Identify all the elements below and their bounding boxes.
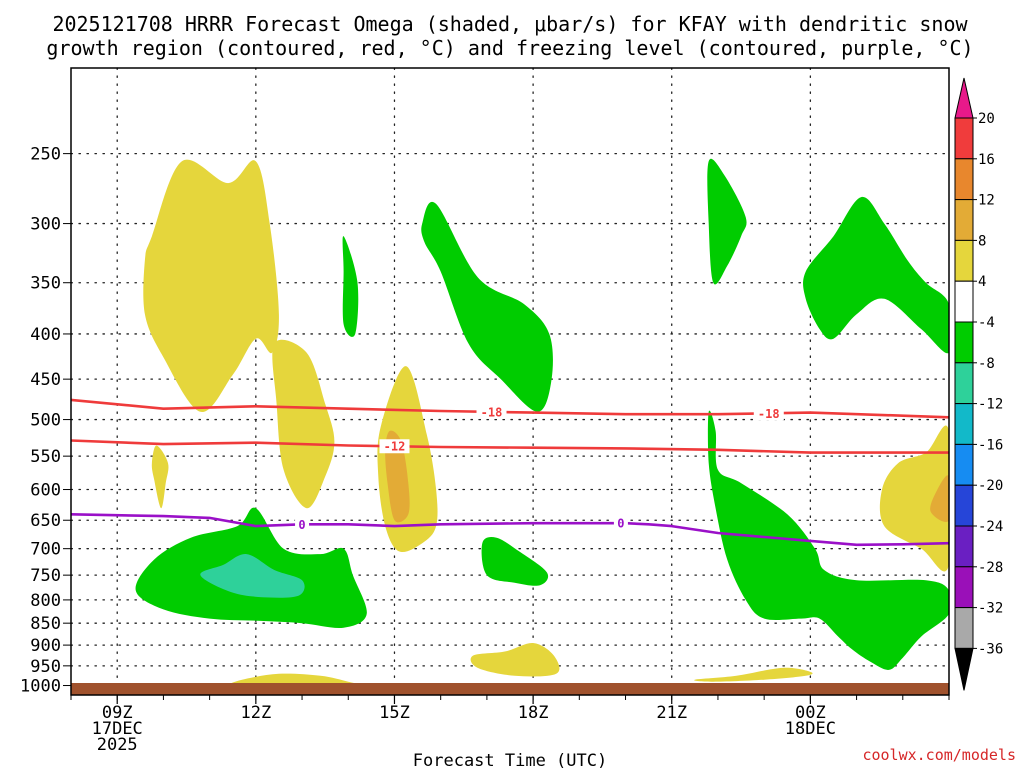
omega-region-rising-near-sfc-2330 <box>694 667 813 682</box>
temperature-contour-layer: -18 -18 -12 0 0 <box>71 398 949 694</box>
colorbar-label--20: -20 <box>978 478 1003 494</box>
contour-label-bg-freezing-level-0c-0 <box>295 517 310 532</box>
omega-region-sinking-mid-low-east <box>707 410 949 670</box>
y-tick-label-600: 600 <box>30 481 61 501</box>
omega-region-sinking-low-west-inner <box>200 554 305 598</box>
colorbar-label-20: 20 <box>978 111 995 127</box>
y-tick-label-450: 450 <box>30 370 61 390</box>
y-tick-label-850: 850 <box>30 614 61 634</box>
colorbar-bin-4-to-8 <box>954 239 974 282</box>
colorbar-label--24: -24 <box>978 519 1003 535</box>
contour-label-bg-isotherm-minus-12-0 <box>379 439 410 454</box>
omega-region-sinking-mid-1730 <box>481 536 549 586</box>
omega-region-sinking-upper-14z <box>342 236 359 337</box>
chart-title-line-2: growth region (contoured, red, °C) and f… <box>46 36 973 60</box>
contour-label-freezing-level-0c-0: 0 <box>298 518 305 532</box>
colorbar-label--8: -8 <box>978 356 995 372</box>
colorbar-label-8: 8 <box>978 233 986 249</box>
y-tick-label-650: 650 <box>30 511 61 531</box>
colorbar-bin--36-to--32 <box>954 607 974 649</box>
y-tick-label-250: 250 <box>30 145 61 165</box>
colorbar-bin--4-to-4 <box>954 280 974 323</box>
colorbar: 20 16 12 8 4 -4 -8 -12 -16 -20 -24 -28 -32 -36 <box>954 77 1003 691</box>
y-tick-label-750: 750 <box>30 566 61 586</box>
y-tick-label-300: 300 <box>30 215 61 235</box>
y-tick-label-950: 950 <box>30 657 61 677</box>
y-tick-label-500: 500 <box>30 411 61 431</box>
y-tick-label-800: 800 <box>30 591 61 611</box>
y-axis-pressure: 2503003504004505005506006507007508008509… <box>20 145 71 697</box>
contour-label-isotherm-minus-18-0: -18 <box>481 405 503 419</box>
omega-region-rising-east-0230-inner <box>930 475 949 522</box>
chart-title-line-1: 2025121708 HRRR Forecast Omega (shaded, … <box>52 12 968 36</box>
colorbar-bin--12-to--8 <box>954 362 974 405</box>
colorbar-label--32: -32 <box>978 601 1003 617</box>
omega-region-sinking-upper-2230 <box>707 158 747 285</box>
colorbar-bin--24-to--20 <box>954 484 974 527</box>
x-tick-label-0-1: 17DEC <box>92 719 143 739</box>
y-tick-label-550: 550 <box>30 447 61 467</box>
x-tick-label-3-0: 18Z <box>518 703 549 723</box>
contour-isotherm-minus-12 <box>71 439 949 454</box>
colorbar-label--12: -12 <box>978 397 1003 413</box>
colorbar-bin-12-to-16 <box>954 158 974 201</box>
y-tick-label-350: 350 <box>30 274 61 294</box>
colorbar-label-16: 16 <box>978 152 995 168</box>
omega-region-sinking-upper-1630 <box>421 201 553 412</box>
omega-region-rising-low-1730 <box>470 642 560 677</box>
colorbar-top-arrow <box>954 77 974 119</box>
contour-freezing-level-0c <box>71 513 949 547</box>
omega-region-rising-mid-1230 <box>272 339 335 509</box>
contour-isotherm-minus-18 <box>71 398 949 419</box>
omega-shading-layer <box>135 158 949 688</box>
contour-label-bg-isotherm-minus-18-0 <box>476 404 507 419</box>
omega-region-rising-core-15z-inner <box>385 430 410 523</box>
x-tick-label-5-0: 00Z <box>795 703 826 723</box>
x-tick-label-2-0: 15Z <box>379 703 410 723</box>
contour-label-bg-isotherm-minus-18-1 <box>753 406 784 421</box>
colorbar-bin--8-to--4 <box>954 321 974 364</box>
contour-label-isotherm-minus-18-1: -18 <box>758 407 780 421</box>
colorbar-bottom-arrow <box>954 647 974 691</box>
x-tick-label-5-1: 18DEC <box>785 719 836 739</box>
colorbar-label--16: -16 <box>978 437 1003 453</box>
omega-region-rising-east-0230 <box>879 425 949 572</box>
omega-region-rising-small-0945 <box>151 445 169 509</box>
colorbar-bin--16-to--12 <box>954 403 974 445</box>
colorbar-label-4: 4 <box>978 274 986 290</box>
colorbar-label-12: 12 <box>978 193 995 209</box>
colorbar-label--4: -4 <box>978 315 995 331</box>
x-tick-label-0-0: 09Z <box>102 703 133 723</box>
contour-label-isotherm-minus-12-0: -12 <box>384 440 406 454</box>
ground-surface-band <box>71 683 949 695</box>
colorbar-bin--20-to--16 <box>954 443 974 486</box>
colorbar-bin-16-to-20 <box>954 117 974 160</box>
x-tick-label-1-0: 12Z <box>240 703 271 723</box>
source-credit: coolwx.com/models <box>862 746 1016 764</box>
colorbar-bin-8-to-12 <box>954 199 974 241</box>
contour-label-bg-freezing-level-0c-1 <box>613 516 628 531</box>
x-tick-label-0-2: 2025 <box>97 735 138 755</box>
plot-frame <box>70 67 950 696</box>
x-tick-label-4-0: 21Z <box>656 703 687 723</box>
colorbar-bin--28-to--24 <box>954 525 974 568</box>
omega-region-rising-upper-west <box>143 159 279 413</box>
y-tick-label-1000: 1000 <box>20 677 61 697</box>
colorbar-bin--32-to--28 <box>954 566 974 609</box>
y-tick-label-700: 700 <box>30 540 61 560</box>
y-tick-label-900: 900 <box>30 636 61 656</box>
colorbar-label--36: -36 <box>978 641 1003 657</box>
colorbar-label--28: -28 <box>978 560 1003 576</box>
x-axis-title: Forecast Time (UTC) <box>413 751 607 768</box>
omega-region-sinking-upper-00z <box>803 197 949 354</box>
y-tick-label-400: 400 <box>30 325 61 345</box>
contour-label-freezing-level-0c-1: 0 <box>617 517 624 531</box>
